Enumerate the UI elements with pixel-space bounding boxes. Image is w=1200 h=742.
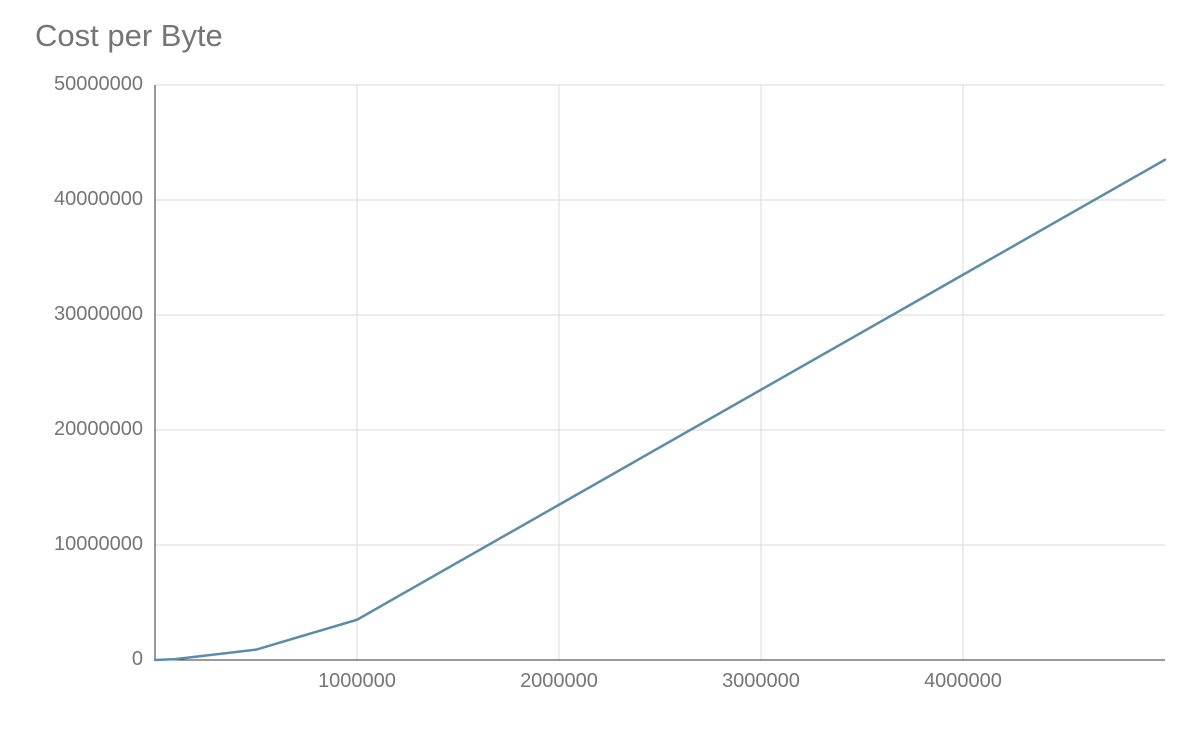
chart-canvas (0, 0, 1200, 742)
y-tick-label: 40000000 (54, 188, 143, 211)
y-tick-label: 0 (132, 648, 143, 671)
x-tick-label: 4000000 (924, 670, 1002, 693)
y-tick-label: 30000000 (54, 303, 143, 326)
x-tick-label: 3000000 (722, 670, 800, 693)
x-tick-label: 2000000 (520, 670, 598, 693)
y-tick-label: 50000000 (54, 73, 143, 96)
x-tick-label: 1000000 (318, 670, 396, 693)
y-tick-label: 10000000 (54, 533, 143, 556)
y-tick-label: 20000000 (54, 418, 143, 441)
